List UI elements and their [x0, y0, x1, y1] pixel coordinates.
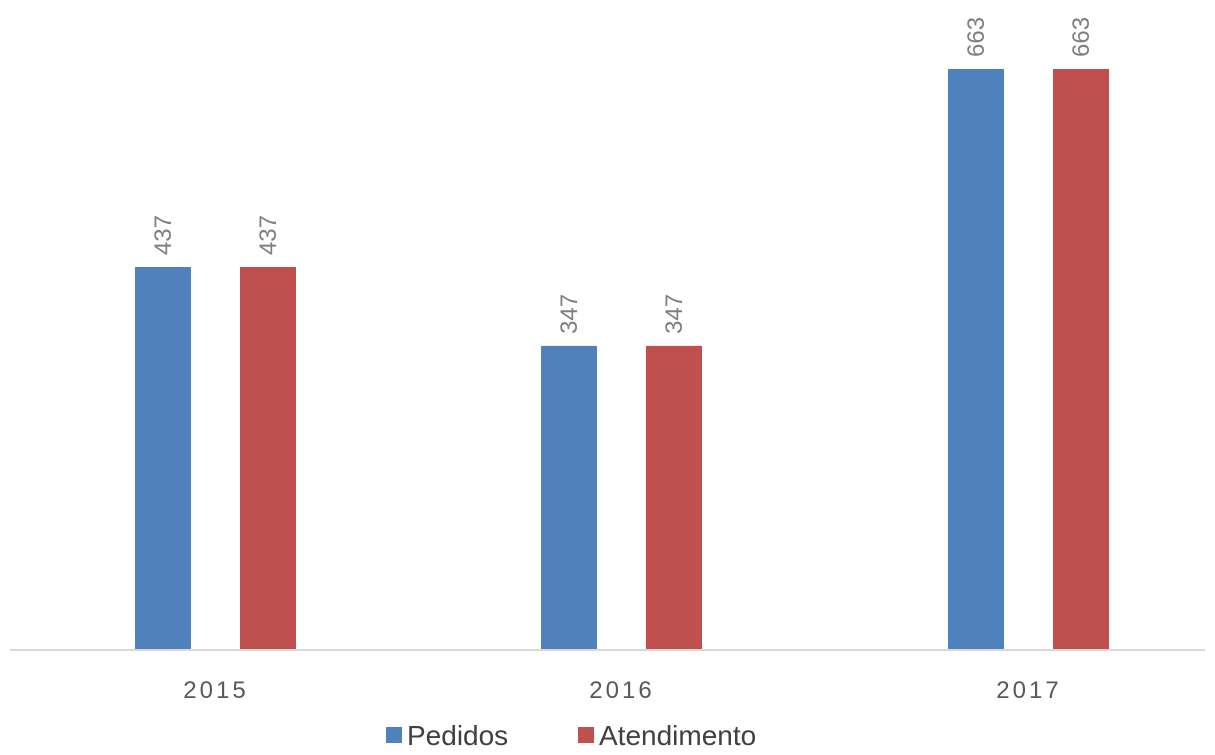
legend-swatch-atendimento [578, 727, 594, 743]
x-tick-label-2015: 2015 [183, 677, 248, 704]
bar-pedidos-2017 [948, 69, 1004, 650]
legend: Pedidos Atendimento [386, 720, 756, 751]
bar-atendimento-2015 [240, 267, 296, 650]
legend-item-pedidos: Pedidos [386, 720, 508, 751]
data-label-atendimento-2016: 347 [661, 294, 688, 334]
bar-pedidos-2016 [541, 345, 597, 650]
bar-pedidos-2015 [135, 267, 191, 650]
data-label-pedidos-2017: 663 [963, 17, 990, 57]
bars-layer [135, 69, 1109, 650]
data-label-pedidos-2016: 347 [556, 294, 583, 334]
bar-atendimento-2017 [1053, 69, 1109, 650]
x-tick-label-2017: 2017 [996, 677, 1061, 704]
data-label-atendimento-2015: 437 [255, 215, 282, 255]
data-label-pedidos-2015: 437 [150, 215, 177, 255]
legend-swatch-pedidos [386, 727, 402, 743]
data-label-atendimento-2017: 663 [1068, 17, 1095, 57]
data-labels-layer: 437 347 663 437 347 663 [150, 17, 1095, 334]
bar-atendimento-2016 [646, 345, 702, 650]
legend-label-atendimento: Atendimento [599, 720, 756, 750]
legend-label-pedidos: Pedidos [407, 720, 508, 750]
x-tick-labels: 2015 2016 2017 [183, 677, 1061, 704]
legend-item-atendimento: Atendimento [578, 720, 756, 751]
x-tick-label-2016: 2016 [589, 677, 654, 704]
